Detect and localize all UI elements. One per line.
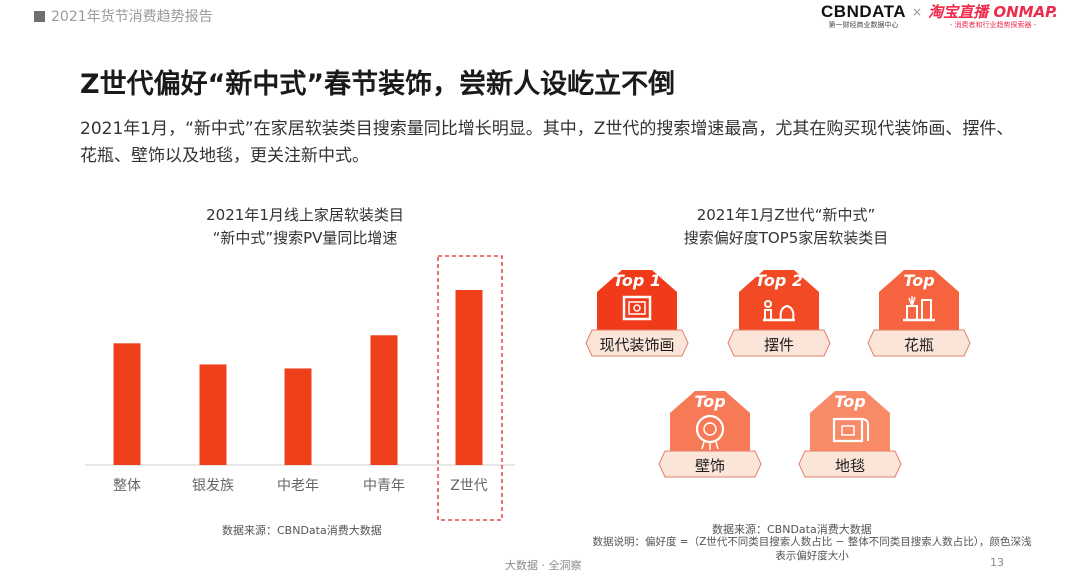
x-tick-label: 中青年: [363, 478, 405, 494]
badge-shape: [658, 391, 762, 478]
top5-title: 2021年1月Z世代“新中式” 搜索偏好度TOP5家居软装类目: [636, 204, 936, 250]
partner-wordmark: 淘宝直播 ONMAP.: [928, 3, 1058, 21]
footer-tagline: 大数据 · 全洞察: [505, 559, 582, 572]
top5-source: 数据来源：CBNData消费大数据: [712, 523, 872, 536]
cbndata-logo: CBNDATA 第一财经商业数据中心: [821, 3, 906, 30]
cbndata-tagline: 第一财经商业数据中心: [828, 21, 899, 29]
badge-shape: [585, 270, 689, 357]
bar-0: [113, 343, 141, 465]
top5-badge: Top 1 现代装饰画: [582, 270, 692, 365]
badge-label: 摆件: [763, 336, 794, 354]
data-note: 数据说明：偏好度 =（Z世代不同类目搜索人数占比 − 整体不同类目搜索人数占比）…: [592, 535, 1032, 563]
badge-label: 壁饰: [694, 457, 725, 475]
badge-label: 花瓶: [903, 336, 934, 354]
badge-rank: Top: [834, 392, 866, 411]
bar-2: [284, 368, 312, 465]
bar-chart-title-line2: “新中式”搜索PV量同比增速: [212, 229, 398, 247]
cbndata-wordmark: CBNDATA: [821, 2, 907, 21]
top5-badge: Top 2 摆件: [724, 270, 834, 365]
data-note-line2: 表示偏好度大小: [775, 550, 849, 562]
bar-3: [370, 335, 398, 465]
bar-chart-title: 2021年1月线上家居软装类目 “新中式”搜索PV量同比增速: [150, 204, 460, 250]
badge-rank: Top 1: [613, 271, 661, 290]
top5-badge: Top 花瓶: [864, 270, 974, 365]
page-number: 13: [990, 556, 1004, 569]
top-bar: 2021年货节消费趋势报告 CBNDATA 第一财经商业数据中心 × 淘宝直播 …: [0, 0, 1080, 36]
highlight-box: [437, 255, 503, 521]
brand-separator: ×: [912, 5, 923, 19]
chart-source: 数据来源：CBNData消费大数据: [222, 524, 382, 537]
badge-rank: Top: [903, 271, 935, 290]
badge-label: 现代装饰画: [599, 336, 675, 354]
page-description: 2021年1月，“新中式”在家居软装类目搜索量同比增长明显。其中，Z世代的搜索增…: [80, 119, 1014, 166]
brand-logos: CBNDATA 第一财经商业数据中心 × 淘宝直播 ONMAP. - 消费者和行…: [821, 3, 1058, 30]
badge-shape: [867, 270, 971, 357]
x-tick-label: 银发族: [192, 478, 234, 494]
page-title: Z世代偏好“新中式”春节装饰，尝新人设屹立不倒: [80, 69, 676, 100]
badge-rank: Top 2: [755, 271, 803, 290]
badge-shape: [798, 391, 902, 478]
x-tick-label: 中老年: [277, 478, 319, 494]
data-note-line1: 数据说明：偏好度 =（Z世代不同类目搜索人数占比 − 整体不同类目搜索人数占比）…: [592, 536, 1032, 548]
x-tick-label: Z世代: [450, 478, 488, 494]
badge-label: 地毯: [834, 457, 865, 475]
badge-shape: [727, 270, 831, 357]
report-title: 2021年货节消费趋势报告: [51, 9, 213, 25]
top5-badge: Top 壁饰: [655, 391, 765, 486]
top5-title-line2: 搜索偏好度TOP5家居软装类目: [683, 229, 889, 247]
bar-4: [455, 290, 483, 465]
taobao-live-logo: 淘宝直播 ONMAP. - 消费者和行业趋势探索器 -: [928, 3, 1058, 30]
partner-tagline: - 消费者和行业趋势探索器 -: [949, 21, 1037, 29]
top5-badge: Top 地毯: [795, 391, 905, 486]
bar-chart-title-line1: 2021年1月线上家居软装类目: [206, 206, 404, 224]
badge-rank: Top: [694, 392, 726, 411]
report-tag: 2021年货节消费趋势报告: [34, 6, 213, 26]
bar-1: [199, 364, 227, 465]
x-tick-label: 整体: [113, 478, 141, 494]
square-icon: [34, 10, 45, 22]
top5-title-line1: 2021年1月Z世代“新中式”: [696, 206, 876, 224]
